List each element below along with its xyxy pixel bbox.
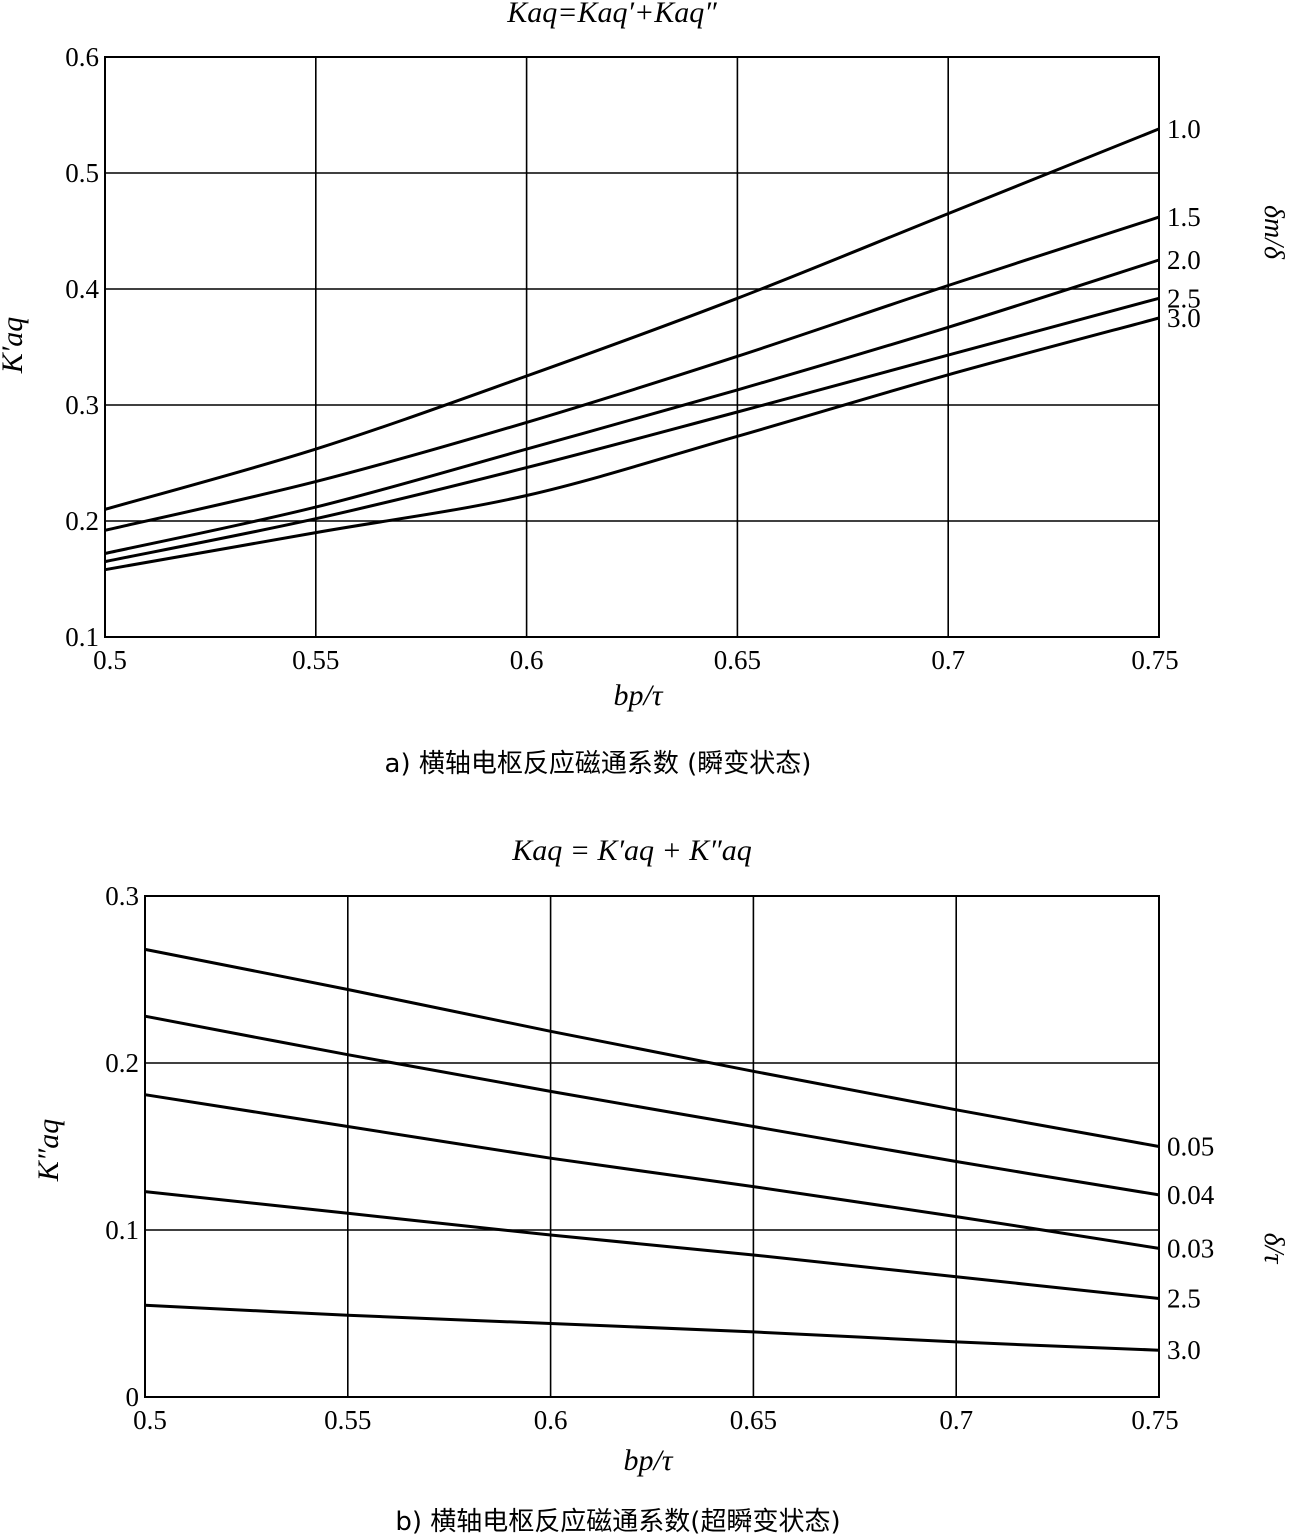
- chart-b-series-label: 0.05: [1167, 1132, 1214, 1162]
- chart-b-x-tick-label: 0.6: [534, 1405, 568, 1435]
- chart-a-x-tick-label: 0.7: [931, 645, 965, 675]
- chart-a-y-axis-label: K′aq: [0, 317, 29, 375]
- chart-b-x-tick-label: 0.75: [1131, 1405, 1178, 1435]
- chart-a-series-labels: 1.0 1.5 2.0 2.53.0: [1167, 114, 1201, 333]
- chart-a-parameter-label: δm/δ: [1258, 205, 1289, 260]
- chart-a-series-label: 3.0: [1167, 303, 1201, 333]
- chart-b-x-tick-label: 0.65: [730, 1405, 777, 1435]
- chart-b-grid: [144, 895, 1160, 1398]
- chart-b-y-ticks: 0 0.1 0.2 0.3: [105, 881, 139, 1412]
- chart-b: Kaq = K′aq + K″aq 0.5 0.55 0.6 0.65 0.7 0.75 …: [32, 834, 1289, 1537]
- chart-b-y-axis-label: K″aq: [32, 1119, 65, 1183]
- chart-a-series-label: 1.0: [1167, 114, 1201, 144]
- chart-b-series-label: 2.5: [1167, 1283, 1201, 1313]
- chart-b-y-tick-label: 0: [126, 1382, 140, 1412]
- chart-a-plot-frame: [104, 56, 1160, 638]
- chart-a-grid: [104, 56, 1160, 638]
- chart-b-series-0-04-line: [144, 1014, 1160, 1197]
- chart-a-formula: Kaq=Kaq′+Kaq″: [506, 0, 717, 29]
- chart-b-curves: [144, 947, 1160, 1352]
- chart-b-y-tick-label: 0.1: [105, 1215, 139, 1245]
- chart-b-y-tick-label: 0.2: [105, 1048, 139, 1078]
- chart-b-series-label: 0.03: [1167, 1233, 1214, 1263]
- chart-a-x-tick-label: 0.6: [510, 645, 544, 675]
- chart-a-x-tick-label: 0.5: [93, 645, 127, 675]
- chart-a-series-1-5-line: [104, 215, 1160, 532]
- chart-a-x-tick-label: 0.65: [714, 645, 761, 675]
- chart-a-y-tick-label: 0.2: [65, 506, 99, 536]
- chart-b-series-label: 0.04: [1167, 1180, 1215, 1210]
- chart-a-series-label: 2.0: [1167, 245, 1201, 275]
- chart-a-x-axis-label: bp/τ: [613, 679, 663, 712]
- chart-b-series-0-03-line: [144, 1093, 1160, 1250]
- chart-b-x-tick-label: 0.5: [133, 1405, 167, 1435]
- chart-a-y-tick-label: 0.4: [65, 274, 99, 304]
- chart-a-curves: [104, 127, 1160, 572]
- chart-b-plot-frame: [144, 895, 1160, 1398]
- chart-b-formula: Kaq = K′aq + K″aq: [511, 834, 752, 867]
- chart-a-x-tick-label: 0.55: [292, 645, 339, 675]
- chart-a: Kaq=Kaq′+Kaq″ 0.5 0.55 0.6 0.65 0.7 0.75 0.10…: [0, 0, 1289, 779]
- chart-a-series-3-0-line: [104, 316, 1160, 572]
- chart-a-y-ticks: 0.1 0.2 0.3 0.4 0.5 0.6: [65, 42, 99, 652]
- chart-b-series-0-05-line: [144, 947, 1160, 1148]
- chart-b-caption: b) 横轴电枢反应磁通系数(超瞬变状态): [395, 1507, 840, 1537]
- chart-a-caption: a) 横轴电枢反应磁通系数 (瞬变状态): [385, 749, 812, 779]
- chart-b-series-2-5-line: [144, 1190, 1160, 1300]
- chart-b-series-3-0-line: [144, 1303, 1160, 1352]
- chart-b-x-tick-label: 0.7: [939, 1405, 973, 1435]
- chart-a-y-tick-label: 0.6: [65, 42, 99, 72]
- chart-b-x-tick-label: 0.55: [324, 1405, 371, 1435]
- chart-a-series-2-0-line: [104, 258, 1160, 555]
- chart-a-series-label: 1.5: [1167, 202, 1201, 232]
- chart-a-y-tick-label: 0.5: [65, 158, 99, 188]
- chart-b-y-tick-label: 0.3: [105, 881, 139, 911]
- chart-a-x-tick-label: 0.75: [1131, 645, 1178, 675]
- chart-a-x-ticks: 0.5 0.55 0.6 0.65 0.7 0.75: [93, 645, 1179, 675]
- chart-b-series-label: 3.0: [1167, 1335, 1201, 1365]
- chart-a-y-tick-label: 0.1: [65, 622, 99, 652]
- chart-a-y-tick-label: 0.3: [65, 390, 99, 420]
- chart-b-parameter-label: δ/τ: [1258, 1233, 1289, 1265]
- chart-a-series-2-5-line: [104, 296, 1160, 564]
- chart-b-x-axis-label: bp/τ: [623, 1444, 673, 1477]
- chart-b-series-labels: 0.05 0.04 0.03 2.5 3.0: [1167, 1132, 1215, 1366]
- chart-a-series-1-0-line: [104, 127, 1160, 511]
- chart-a-series-label: 2.5: [1167, 283, 1201, 313]
- chart-b-x-ticks: 0.5 0.55 0.6 0.65 0.7 0.75: [133, 1405, 1179, 1435]
